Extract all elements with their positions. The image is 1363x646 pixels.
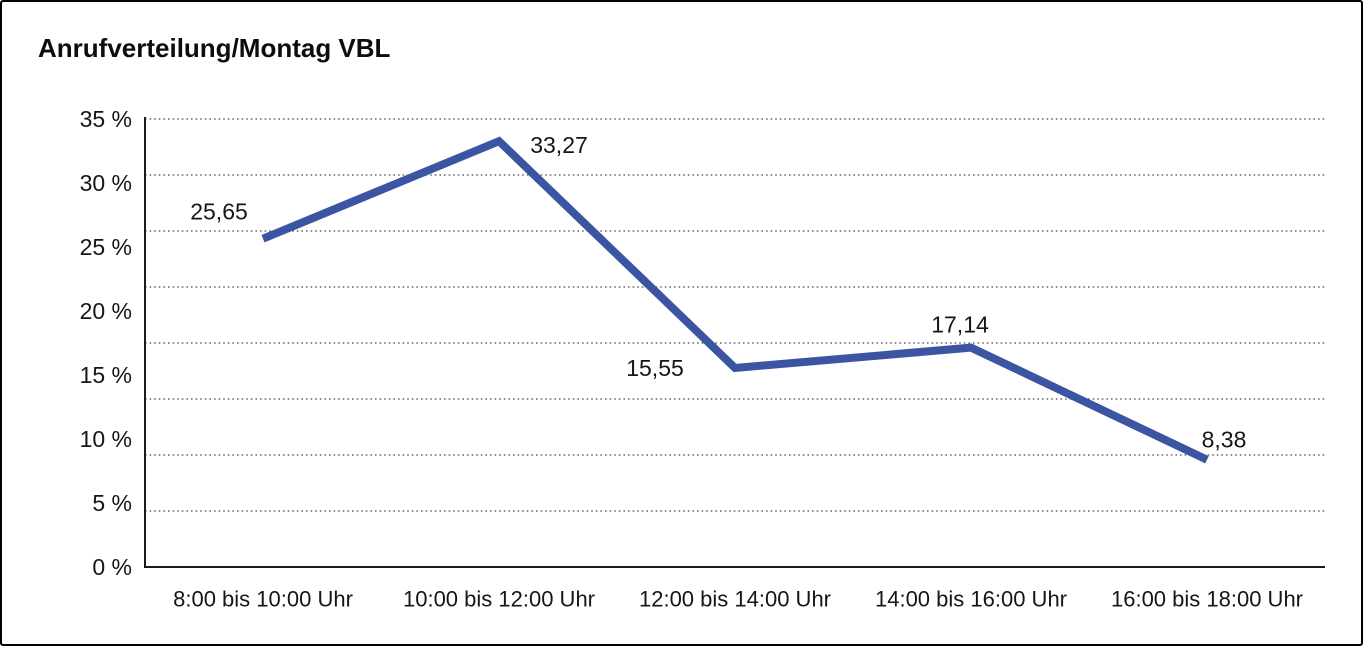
x-tick-label: 10:00 bis 12:00 Uhr: [403, 587, 595, 612]
data-point-label: 15,55: [626, 355, 684, 381]
y-tick-label: 0 %: [92, 554, 132, 580]
y-tick-label: 25 %: [80, 234, 132, 260]
data-point-label: 17,14: [931, 312, 989, 338]
y-tick-label: 20 %: [80, 298, 132, 324]
y-tick-label: 5 %: [92, 490, 132, 516]
x-tick-label: 16:00 bis 18:00 Uhr: [1111, 587, 1303, 612]
x-tick-label: 14:00 bis 16:00 Uhr: [875, 587, 1067, 612]
x-tick-label: 8:00 bis 10:00 Uhr: [173, 587, 353, 612]
x-tick-label: 12:00 bis 14:00 Uhr: [639, 587, 831, 612]
data-point-label: 25,65: [190, 199, 248, 225]
y-tick-label: 30 %: [80, 170, 132, 196]
chart-title: Anrufverteilung/Montag VBL: [38, 33, 391, 63]
y-tick-label: 15 %: [80, 362, 132, 388]
data-point-label: 8,38: [1202, 427, 1247, 453]
y-tick-label: 35 %: [80, 106, 132, 132]
y-tick-label: 10 %: [80, 426, 132, 452]
data-line: [261, 136, 1209, 464]
data-point-label: 33,27: [530, 132, 588, 158]
